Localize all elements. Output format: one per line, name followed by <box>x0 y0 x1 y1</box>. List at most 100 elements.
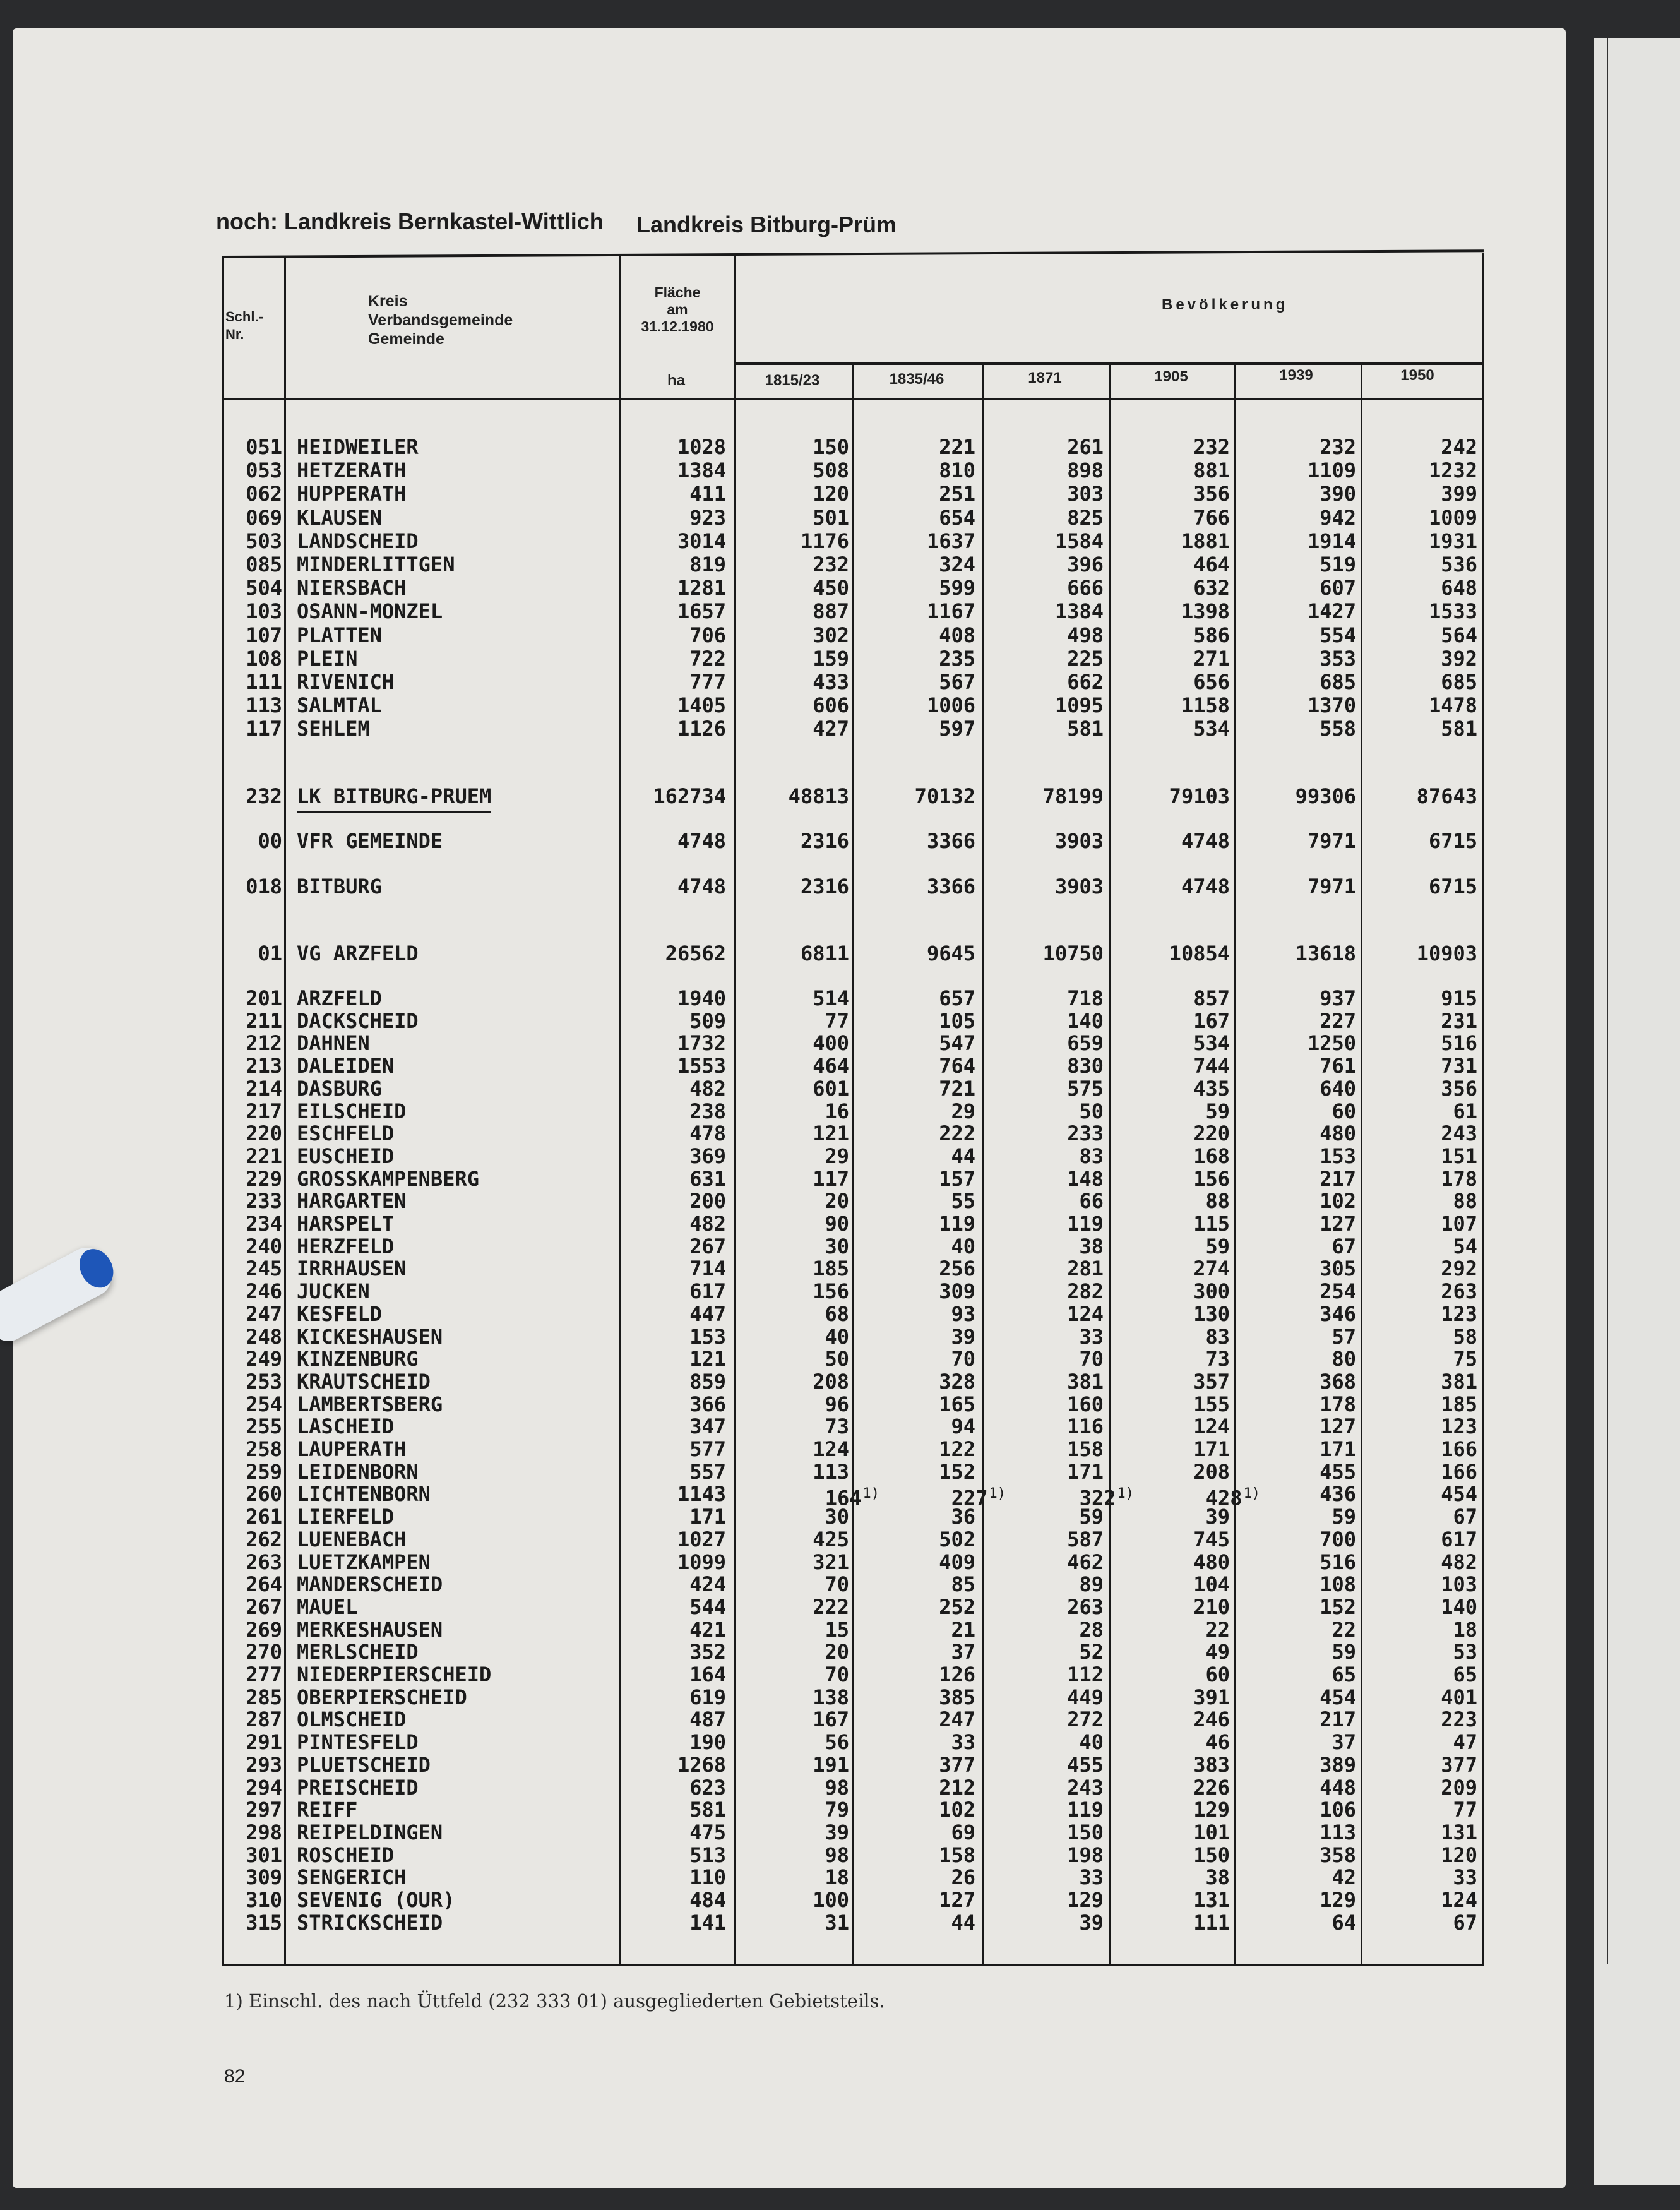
row-area-ha: 3014 <box>677 529 726 553</box>
row-population-1950: 648 <box>1441 576 1477 599</box>
row-code: 212 <box>246 1031 282 1056</box>
population-value: 212 <box>939 1775 975 1800</box>
population-value: 93 <box>951 1301 975 1326</box>
population-value: 243 <box>1067 1775 1104 1800</box>
population-value: 107 <box>1441 1212 1477 1236</box>
row-population-1815/23: 15 <box>825 1618 849 1641</box>
row-population-1905: 22 <box>1205 1618 1230 1641</box>
population-value: 381 <box>1067 1369 1104 1394</box>
population-value: 153 <box>1320 1144 1356 1168</box>
row-population-1905: 155 <box>1193 1393 1230 1416</box>
row-code: 269 <box>246 1617 282 1642</box>
row-area-ha: 1657 <box>677 599 726 624</box>
population-value: 151 <box>1441 1144 1477 1168</box>
population-value: 745 <box>1193 1527 1230 1551</box>
row-code: 062 <box>246 482 282 506</box>
population-value: 261 <box>1067 435 1104 459</box>
row-population-1871: 150 <box>1067 1821 1104 1844</box>
population-value: 385 <box>939 1685 975 1709</box>
header-year: 1835/46 <box>889 371 944 388</box>
book-page <box>13 28 1566 2188</box>
population-value: 50 <box>825 1347 849 1371</box>
population-value: 98 <box>825 1775 849 1800</box>
row-code: 214 <box>246 1076 282 1101</box>
row-population-1905: 744 <box>1193 1054 1230 1077</box>
population-value: 94 <box>951 1414 975 1439</box>
row-population-1905: 115 <box>1193 1212 1230 1235</box>
population-value: 377 <box>939 1752 975 1777</box>
population-value: 232 <box>1320 435 1356 459</box>
row-population-1950: 356 <box>1441 1077 1477 1100</box>
row-population-1815/23: 138 <box>813 1686 849 1709</box>
row-code: 294 <box>246 1775 282 1800</box>
row-population-1905: 745 <box>1193 1528 1230 1551</box>
title-current: Landkreis Bitburg-Prüm <box>636 212 897 237</box>
row-population-1815/23: 159 <box>813 647 849 670</box>
row-code: 261 <box>246 1505 282 1529</box>
population-value: 40 <box>825 1324 849 1349</box>
population-value: 33 <box>951 1730 975 1755</box>
population-value: 399 <box>1441 482 1477 506</box>
row-area-ha: 577 <box>689 1437 726 1461</box>
row-population-1950: 88 <box>1453 1190 1477 1212</box>
row-population-1871: 124 <box>1067 1303 1104 1325</box>
population-value: 857 <box>1193 986 1230 1010</box>
population-value: 581 <box>1067 717 1104 741</box>
row-population-1950: 58 <box>1453 1325 1477 1348</box>
population-value: 120 <box>813 482 849 506</box>
row-population-1835/46: 40 <box>951 1235 975 1258</box>
row-population-1871: 455 <box>1067 1753 1104 1776</box>
population-value: 70 <box>951 1347 975 1371</box>
population-value: 915 <box>1441 986 1477 1010</box>
population-value: 157 <box>939 1166 975 1191</box>
population-value: 22 <box>1205 1617 1230 1642</box>
row-population-1939: 57 <box>1331 1325 1356 1348</box>
population-value: 436 <box>1320 1482 1356 1507</box>
population-value: 119 <box>1067 1212 1104 1236</box>
row-population-1939: 685 <box>1320 671 1356 693</box>
row-population-1835/46: 102 <box>939 1798 975 1821</box>
row-population-1835/46: 810 <box>939 459 975 482</box>
row-code: 253 <box>246 1369 282 1394</box>
row-population-1939: 1914 <box>1308 530 1356 552</box>
row-area-ha: 411 <box>689 482 726 506</box>
row-population-1905: 4281) <box>1206 1483 1260 1510</box>
row-area-ha: 164 <box>689 1663 726 1687</box>
population-value: 519 <box>1320 552 1356 576</box>
population-value: 217 <box>1320 1166 1356 1191</box>
row-population-1950: 166 <box>1441 1460 1477 1483</box>
population-value: 160 <box>1067 1392 1104 1416</box>
population-value: 516 <box>1320 1550 1356 1574</box>
population-value: 49 <box>1205 1640 1230 1664</box>
population-value: 73 <box>1205 1347 1230 1371</box>
population-value: 480 <box>1320 1121 1356 1146</box>
population-value: 156 <box>813 1279 849 1304</box>
population-value: 601 <box>813 1076 849 1101</box>
population-value: 79 <box>825 1798 849 1822</box>
row-name: HUPPERATH <box>297 482 407 506</box>
row-population-1905: 357 <box>1193 1370 1230 1393</box>
row-population-1835/46: 377 <box>939 1753 975 1776</box>
row-name: JUCKEN <box>297 1279 370 1304</box>
col-divider <box>734 256 736 1966</box>
row-population-1905: 129 <box>1193 1798 1230 1821</box>
row-population-1905: 1398 <box>1181 600 1230 623</box>
header-area: Fläche am 31.12.1980 <box>621 284 734 335</box>
population-value: 718 <box>1067 986 1104 1010</box>
population-value: 227 <box>1320 1008 1356 1033</box>
population-value: 66 <box>1079 1189 1104 1214</box>
row-population-1871: 261 <box>1067 436 1104 458</box>
row-name: IRRHAUSEN <box>297 1257 407 1281</box>
row-population-1871: 1095 <box>1055 694 1104 717</box>
row-population-1939: 59 <box>1331 1640 1356 1663</box>
row-population-1905: 534 <box>1193 717 1230 740</box>
row-population-1835/46: 127 <box>939 1889 975 1911</box>
population-value: 536 <box>1441 552 1477 576</box>
row-population-1815/23: 156 <box>813 1280 849 1303</box>
row-population-1871: 718 <box>1067 987 1104 1010</box>
population-value: 685 <box>1320 670 1356 694</box>
row-population-1815/23: 400 <box>813 1032 849 1054</box>
row-population-1871: 171 <box>1067 1460 1104 1483</box>
row-population-1835/46: 567 <box>939 671 975 693</box>
row-population-1905: 300 <box>1193 1280 1230 1303</box>
